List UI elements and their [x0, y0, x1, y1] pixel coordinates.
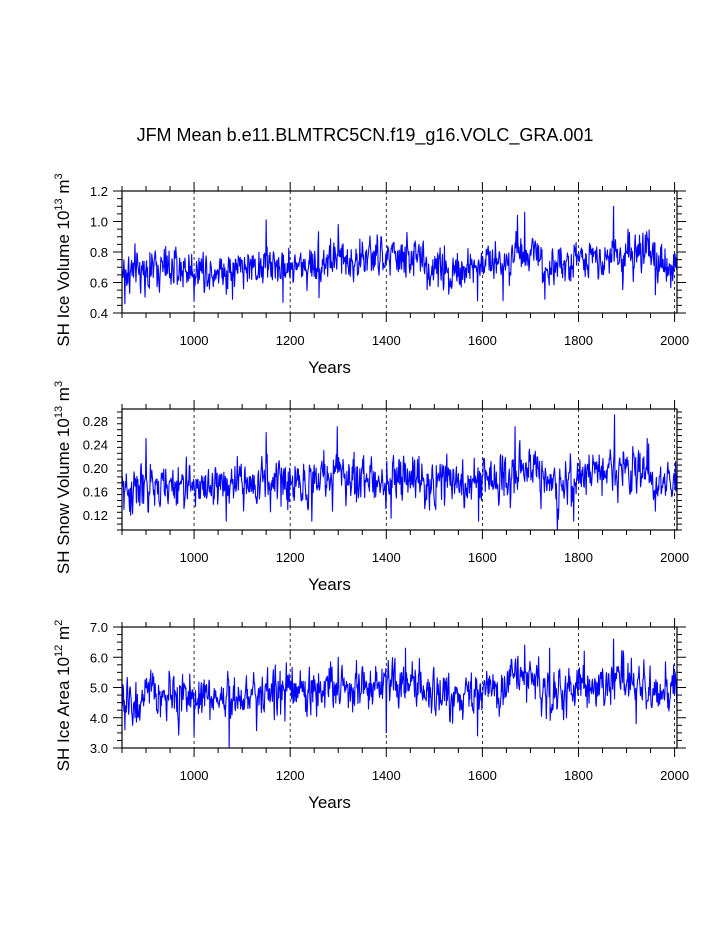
y-tick-label-6.0: 6.0	[90, 650, 108, 665]
y-axis-label: SH Ice Volume 1013 m3	[53, 173, 73, 346]
y-axis-label-exponent: 13	[53, 406, 65, 418]
x-tick-label-1600: 1600	[468, 768, 497, 783]
y-axis-label-main: SH Ice Volume 10	[54, 211, 73, 347]
x-tick-label-1600: 1600	[468, 333, 497, 348]
y-tick-label-0.6: 0.6	[90, 276, 108, 291]
y-tick-label-4.0: 4.0	[90, 711, 108, 726]
x-tick-label-1200: 1200	[276, 333, 305, 348]
x-tick-label-1400: 1400	[372, 768, 401, 783]
y-axis-label-main: SH Snow Volume 10	[54, 418, 73, 574]
x-tick-label-1800: 1800	[564, 333, 593, 348]
plot-frame	[121, 408, 678, 531]
y-axis-label-unit-exponent: 3	[53, 173, 65, 179]
y-axis-label: SH Ice Area 1012 m2	[53, 620, 73, 772]
y-tick-label-1.0: 1.0	[90, 215, 108, 230]
y-axis-label-exponent: 12	[53, 645, 65, 657]
y-axis-label-unit-exponent: 2	[53, 620, 65, 626]
y-axis-label-exponent: 13	[53, 198, 65, 210]
x-axis-label: Years	[308, 358, 351, 377]
y-axis-label-unit: m	[54, 179, 73, 198]
series-line	[121, 205, 678, 305]
y-tick-label-0.4: 0.4	[90, 306, 108, 321]
x-tick-label-2000: 2000	[660, 550, 689, 565]
x-tick-label-1600: 1600	[468, 550, 497, 565]
x-tick-label-1000: 1000	[180, 333, 209, 348]
y-tick-label-0.12: 0.12	[83, 508, 108, 523]
x-tick-label-1800: 1800	[564, 768, 593, 783]
y-tick-label-3.0: 3.0	[90, 741, 108, 756]
x-tick-label-1000: 1000	[180, 550, 209, 565]
x-tick-label-1200: 1200	[276, 550, 305, 565]
y-axis-label: SH Snow Volume 1013 m3	[53, 381, 73, 574]
x-tick-label-1200: 1200	[276, 768, 305, 783]
x-tick-label-1800: 1800	[564, 550, 593, 565]
x-tick-label-1000: 1000	[180, 768, 209, 783]
x-tick-label-2000: 2000	[660, 333, 689, 348]
chart-panel-2: 1000 1200 1400 1600 1800 2000 0.12 0.16 0.20 0.24…	[53, 381, 689, 594]
y-tick-label-7.0: 7.0	[90, 620, 108, 635]
y-axis-label-unit: m	[54, 387, 73, 406]
y-tick-label-0.28: 0.28	[83, 414, 108, 429]
y-axis-label-unit-exponent: 3	[53, 381, 65, 387]
series-line	[121, 414, 678, 531]
x-tick-label-1400: 1400	[372, 550, 401, 565]
y-axis-label-main: SH Ice Area 10	[54, 657, 73, 771]
y-tick-label-0.24: 0.24	[83, 437, 108, 452]
x-axis-label: Years	[308, 793, 351, 812]
figure-title: JFM Mean b.e11.BLMTRC5CN.f19_g16.VOLC_GR…	[137, 125, 594, 146]
x-axis-label: Years	[308, 575, 351, 594]
y-tick-label-0.20: 0.20	[83, 461, 108, 476]
x-tick-label-1400: 1400	[372, 333, 401, 348]
chart-panel-1: 1000 1200 1400 1600 1800 2000 0.4 0.6 0.8 1.0 1.2 Y…	[53, 173, 689, 377]
series-line	[121, 638, 678, 749]
x-tick-label-2000: 2000	[660, 768, 689, 783]
y-tick-label-5.0: 5.0	[90, 681, 108, 696]
y-tick-label-0.8: 0.8	[90, 245, 108, 260]
y-axis-label-unit: m	[54, 626, 73, 645]
y-tick-label-0.16: 0.16	[83, 485, 108, 500]
chart-panel-3: 1000 1200 1400 1600 1800 2000 3.0 4.0 5.0 6.0 7.0 Y…	[53, 618, 689, 812]
y-tick-label-1.2: 1.2	[90, 184, 108, 199]
